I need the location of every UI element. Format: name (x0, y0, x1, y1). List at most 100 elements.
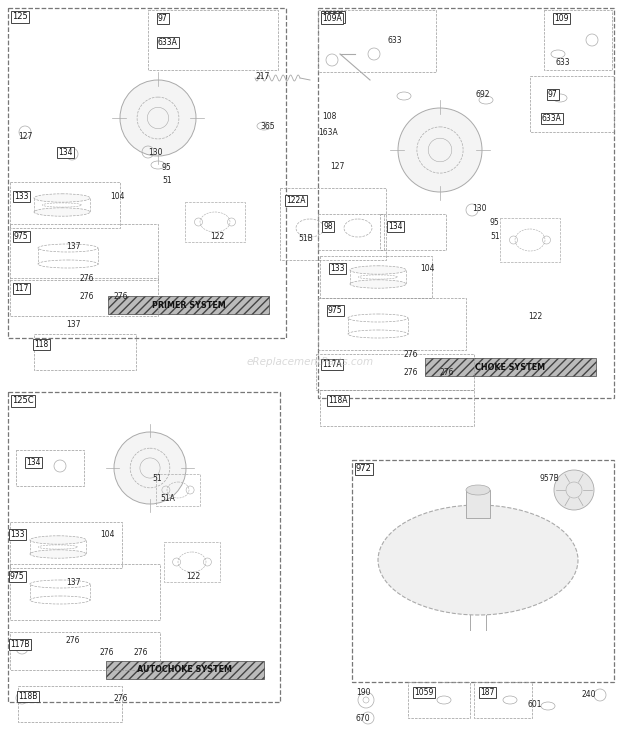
Text: 130: 130 (472, 204, 487, 213)
Text: 137: 137 (66, 242, 81, 251)
Ellipse shape (30, 550, 86, 558)
Text: 276: 276 (80, 274, 94, 283)
Text: 134: 134 (58, 148, 73, 157)
Text: 975: 975 (328, 306, 343, 315)
Text: 122: 122 (186, 572, 200, 581)
Text: 187: 187 (480, 688, 494, 697)
Circle shape (114, 432, 186, 504)
Text: 957B: 957B (540, 474, 560, 483)
Text: 51: 51 (490, 232, 500, 241)
Text: 104: 104 (100, 530, 115, 539)
Bar (108, 296, 269, 314)
Text: 692: 692 (476, 90, 490, 99)
Text: 127: 127 (18, 132, 32, 141)
Bar (318, 8, 614, 398)
Bar (8, 392, 280, 702)
Text: 1059: 1059 (414, 688, 433, 697)
Text: 108: 108 (322, 112, 337, 121)
Text: PRIMER SYSTEM: PRIMER SYSTEM (152, 301, 226, 310)
Text: 127: 127 (330, 162, 344, 171)
Text: 95: 95 (162, 163, 172, 172)
Bar (106, 661, 264, 679)
Text: 122: 122 (528, 312, 542, 321)
Text: 122: 122 (210, 232, 224, 241)
Text: eReplacementParts.com: eReplacementParts.com (246, 357, 374, 367)
Bar (500, 218, 560, 262)
Text: AUTOCHOKE SYSTEM: AUTOCHOKE SYSTEM (137, 665, 232, 675)
Circle shape (554, 470, 594, 510)
Text: 117B: 117B (10, 640, 30, 649)
Ellipse shape (350, 266, 406, 275)
Bar (10, 564, 160, 620)
Bar (544, 10, 612, 70)
Text: 122A: 122A (286, 196, 306, 205)
Bar (10, 522, 122, 568)
Text: 51B: 51B (298, 234, 312, 243)
Text: 240: 240 (582, 690, 596, 699)
Text: 125B: 125B (322, 12, 343, 21)
Text: 217: 217 (256, 72, 270, 81)
Bar (380, 214, 446, 250)
Text: 163A: 163A (318, 128, 338, 137)
Bar (474, 682, 532, 718)
Text: 365: 365 (260, 122, 275, 131)
Text: 51: 51 (162, 176, 172, 185)
Bar (10, 182, 120, 228)
Bar (156, 474, 200, 506)
Text: 276: 276 (404, 350, 418, 359)
Text: 137: 137 (66, 578, 81, 587)
Text: 51A: 51A (160, 494, 175, 503)
Bar (318, 10, 436, 72)
Bar (10, 224, 158, 280)
Text: 633: 633 (556, 58, 570, 67)
Text: 601: 601 (528, 700, 542, 709)
Text: 125: 125 (12, 12, 28, 21)
Text: 975: 975 (14, 232, 29, 241)
Bar (530, 76, 614, 132)
Text: 633A: 633A (542, 114, 562, 123)
Ellipse shape (350, 280, 406, 288)
Text: 118: 118 (34, 340, 48, 349)
Ellipse shape (378, 505, 578, 615)
Text: 98: 98 (323, 222, 332, 231)
Text: 276: 276 (114, 694, 128, 703)
Text: 117: 117 (14, 284, 29, 293)
Circle shape (120, 80, 196, 156)
Bar (164, 542, 220, 582)
Text: 276: 276 (404, 368, 418, 377)
Text: 276: 276 (114, 292, 128, 301)
Bar (16, 450, 84, 486)
Bar (408, 682, 470, 718)
Text: 276: 276 (134, 648, 149, 657)
Text: 633A: 633A (158, 38, 178, 47)
Bar (10, 278, 158, 316)
Text: 109: 109 (554, 14, 569, 23)
Text: 276: 276 (100, 648, 115, 657)
Ellipse shape (466, 485, 490, 495)
Ellipse shape (34, 208, 90, 217)
Bar (316, 354, 474, 390)
Text: 118A: 118A (328, 396, 347, 405)
Bar (34, 334, 136, 370)
Text: 104: 104 (420, 264, 435, 273)
Text: 633: 633 (388, 36, 402, 45)
Text: 133: 133 (330, 264, 345, 273)
Text: 134: 134 (26, 458, 40, 467)
Text: 97: 97 (548, 90, 558, 99)
Bar (352, 460, 614, 682)
Text: 109A: 109A (322, 14, 342, 23)
Bar (10, 632, 160, 670)
Text: 134: 134 (388, 222, 402, 231)
Bar (425, 358, 596, 376)
Bar (148, 10, 278, 70)
Text: 133: 133 (14, 192, 29, 201)
Text: 670: 670 (356, 714, 371, 723)
Bar (8, 8, 286, 338)
Text: 975: 975 (10, 572, 25, 581)
Text: 276: 276 (440, 368, 454, 377)
Bar (320, 390, 474, 426)
Text: 117A: 117A (322, 360, 342, 369)
Text: 51: 51 (152, 474, 162, 483)
Bar (320, 256, 432, 298)
Bar (18, 686, 122, 722)
